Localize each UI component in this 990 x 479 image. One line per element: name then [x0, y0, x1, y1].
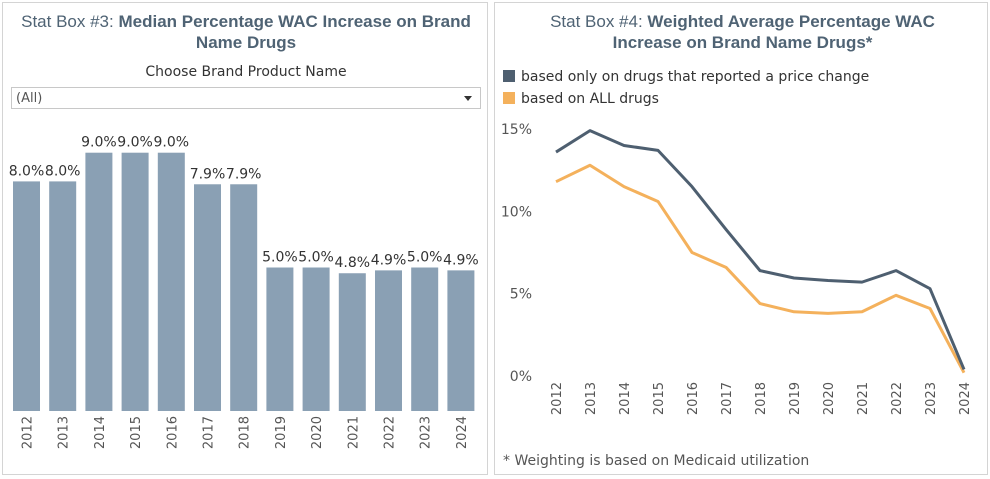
x-tick-label: 2020: [310, 416, 325, 449]
x-tick-label: 2015: [129, 416, 144, 449]
x-tick-label: 2014: [618, 382, 633, 415]
bar: [338, 273, 366, 411]
x-tick-label: 2017: [720, 382, 735, 415]
x-tick-label: 2013: [584, 382, 599, 415]
x-tick-label: 2024: [455, 416, 470, 449]
chart-title: Stat Box #3: Median Percentage WAC Incre…: [10, 11, 482, 53]
bar: [447, 270, 475, 411]
title-prefix: Stat Box #3:: [21, 12, 114, 31]
value-label: 8.0%: [9, 163, 45, 179]
y-tick-label: 0%: [510, 369, 532, 385]
left-panel: [2, 2, 488, 475]
bar: [194, 184, 221, 411]
value-label: 5.0%: [262, 250, 298, 266]
bar: [13, 181, 40, 411]
filter-label: Choose Brand Product Name: [145, 64, 347, 80]
bar: [230, 184, 258, 411]
bar: [49, 181, 77, 411]
right-panel: [494, 2, 988, 475]
filter-dropdown[interactable]: (All): [11, 87, 481, 109]
bar: [121, 152, 149, 411]
value-label: 9.0%: [81, 135, 117, 151]
y-tick-label: 10%: [501, 204, 532, 220]
x-tick-label: 2019: [274, 416, 289, 449]
value-label: 4.9%: [371, 252, 407, 268]
value-label: 4.8%: [335, 255, 371, 271]
bar: [85, 152, 113, 411]
value-label: 7.9%: [190, 166, 226, 182]
x-tick-label: 2021: [856, 382, 871, 415]
legend-label: based only on drugs that reported a pric…: [521, 69, 869, 85]
bar: [266, 267, 294, 411]
x-tick-label: 2012: [21, 416, 36, 449]
dropdown-arrow: [464, 96, 472, 101]
x-tick-label: 2012: [550, 382, 565, 415]
title-text: Median Percentage WAC Increase on Brand …: [118, 12, 471, 52]
x-tick-label: 2018: [754, 382, 769, 415]
value-label: 7.9%: [226, 166, 262, 182]
legend-label: based on ALL drugs: [521, 91, 659, 107]
value-label: 5.0%: [407, 250, 443, 266]
bar: [375, 270, 402, 411]
x-tick-label: 2017: [202, 416, 217, 449]
x-tick-label: 2020: [822, 382, 837, 415]
x-tick-label: 2023: [419, 416, 434, 449]
legend-swatch: [503, 92, 515, 104]
dropdown-value: (All): [16, 91, 43, 106]
line: [555, 163, 966, 374]
x-tick-label: 2013: [57, 416, 72, 449]
title-prefix: Stat Box #4:: [550, 12, 643, 31]
x-tick-label: 2019: [788, 382, 803, 415]
value-label: 4.9%: [443, 252, 479, 268]
x-tick-label: 2014: [93, 416, 108, 449]
value-label: 9.0%: [154, 135, 190, 151]
x-tick-label: 2015: [652, 382, 667, 415]
value-label: 9.0%: [117, 135, 153, 151]
y-tick-label: 5%: [510, 287, 532, 303]
chart-title: Stat Box #4: Weighted Average Percentage…: [520, 11, 965, 53]
title-text: Weighted Average Percentage WAC Increase…: [612, 12, 935, 52]
value-label: 5.0%: [298, 250, 334, 266]
x-tick-label: 2024: [958, 382, 973, 415]
x-tick-label: 2022: [383, 416, 398, 449]
footnote: * Weighting is based on Medicaid utiliza…: [503, 453, 810, 469]
bar: [302, 267, 330, 411]
x-tick-label: 2016: [165, 416, 180, 449]
line: [555, 129, 966, 370]
x-tick-label: 2016: [686, 382, 701, 415]
y-tick-label: 15%: [501, 122, 532, 138]
bar: [411, 267, 439, 411]
legend-swatch: [503, 70, 515, 82]
x-tick-label: 2021: [346, 416, 361, 449]
x-tick-label: 2018: [238, 416, 253, 449]
x-tick-label: 2022: [890, 382, 905, 415]
value-label: 8.0%: [45, 163, 81, 179]
bar: [157, 152, 185, 411]
x-tick-label: 2023: [924, 382, 939, 415]
